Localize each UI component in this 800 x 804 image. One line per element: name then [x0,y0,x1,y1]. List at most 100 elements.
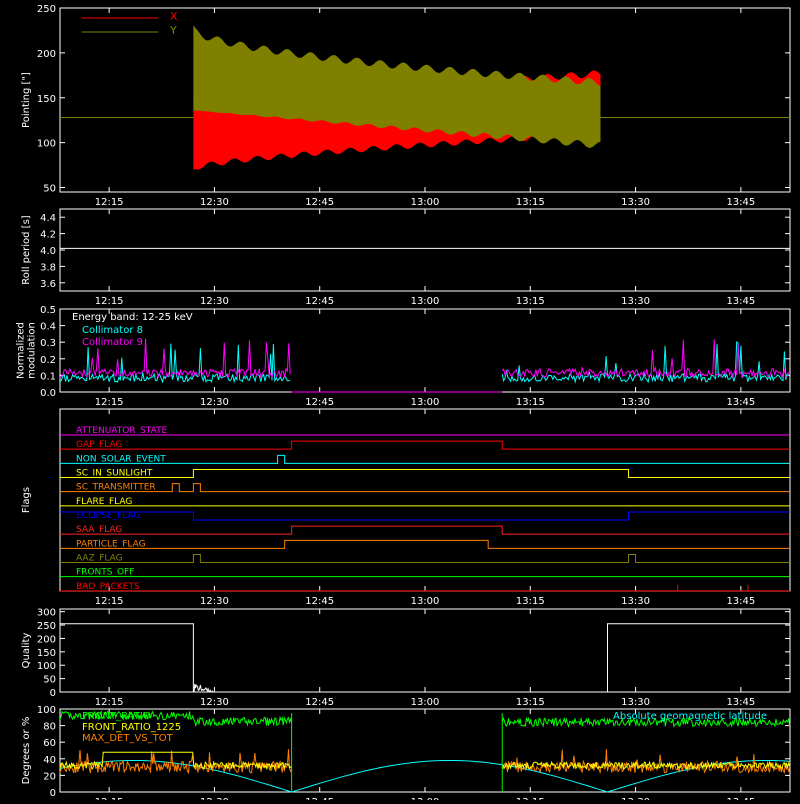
flag-label: PARTICLE_FLAG [76,539,146,549]
quality-xtick-label: 13:00 [411,697,440,708]
flag-label: AAZ_FLAG [76,554,123,564]
ratios-series-FRONT_RATIO_1225 [59,751,791,771]
modulation-xtick-label: 12:30 [200,397,229,408]
flag-label: ECLIPSE_FLAG [76,511,140,521]
ratios-ytick-label: 100 [37,705,56,716]
ratios-legend-label: MAX_DET_VS_TOT [82,733,174,744]
flag-label: SAA_FLAG [76,525,122,535]
pointing-series-Y [193,25,601,148]
roll-xtick-label: 13:45 [726,296,755,307]
quality-xtick-label: 12:30 [200,697,229,708]
pointing-ytick-label: 250 [37,4,56,15]
modulation-ylabel: Normalized [16,322,27,379]
flags-xtick-label: 13:15 [516,596,545,607]
flag-line [60,511,790,521]
ratios-legend-label: FRONT_RATIO [82,711,151,722]
roll-xtick-label: 13:00 [411,296,440,307]
pointing-ytick-label: 50 [43,184,56,195]
modulation-legend-label: Collimator 8 [82,325,143,336]
modulation-ytick-label: 0.4 [40,322,56,333]
modulation-series-collimator9 [59,338,790,393]
quality-ytick-label: 200 [37,634,56,645]
flags-xtick-label: 12:30 [200,596,229,607]
modulation-legend-title: Energy band: 12-25 keV [72,312,193,323]
quality-ytick-label: 50 [43,675,56,686]
ratios-annotation: Absolute geomagnetic latitude [613,711,767,722]
quality-ytick-label: 100 [37,661,56,672]
modulation-xtick-label: 13:00 [411,397,440,408]
flag-line [60,440,790,450]
roll-xtick-label: 13:30 [621,296,650,307]
pointing-legend-label-Y: Y [169,24,177,37]
modulation-ylabel: modulation [27,322,38,379]
ratios-ytick-label: 20 [43,771,56,782]
ratios-ytick-label: 80 [43,722,56,733]
quality-ytick-label: 150 [37,648,56,659]
quality-ytick-label: 250 [37,621,56,632]
quality-ytick-label: 0 [50,688,56,699]
modulation-legend-label: Collimator 9 [82,337,143,348]
flags-xtick-label: 13:45 [726,596,755,607]
pointing-xtick-label: 12:45 [305,197,334,208]
pointing-xtick-label: 13:00 [411,197,440,208]
roll-ytick-label: 4.0 [40,246,56,257]
flags-ylabel: Flags [21,487,32,513]
flag-label: FRONTS_OFF [76,568,134,578]
flag-line [60,539,790,549]
flag-label: ATTENUATOR_STATE [76,426,168,436]
roll-ytick-label: 4.4 [40,213,56,224]
pointing-ylabel: Pointing ["] [21,72,32,128]
flags-xtick-label: 13:00 [411,596,440,607]
roll-xtick-label: 12:45 [305,296,334,307]
modulation-series-collimator8 [59,341,789,393]
pointing-ytick-label: 150 [37,94,56,105]
quality-noise [193,683,214,693]
pointing-xtick-label: 12:15 [95,197,124,208]
flag-label: FLARE_FLAG [76,497,132,507]
roll-ytick-label: 3.8 [40,262,56,273]
modulation-xtick-label: 13:45 [726,397,755,408]
quality-ylabel: Quality [21,633,32,669]
quality-ytick-label: 300 [37,608,56,619]
flag-line [60,554,790,563]
roll-ytick-label: 4.2 [40,230,56,241]
ratios-legend-label: FRONT_RATIO_1225 [82,722,181,733]
modulation-ytick-label: 0.5 [40,305,56,316]
modulation-xtick-label: 13:15 [516,397,545,408]
pointing-legend-label-X: X [170,10,178,23]
quality-frame [59,608,791,693]
modulation-ytick-label: 0.1 [40,371,56,382]
ratios-series-FRONT_RATIO [59,709,791,729]
modulation-xtick-label: 13:30 [621,397,650,408]
roll-xtick-label: 12:15 [95,296,124,307]
quality-xtick-label: 12:45 [305,697,334,708]
modulation-ytick-label: 0.2 [40,355,56,366]
flags-xtick-label: 12:15 [95,596,124,607]
roll-xtick-label: 12:30 [200,296,229,307]
modulation-xtick-label: 12:15 [95,397,124,408]
flag-label: GAP_FLAG [76,440,122,450]
modulation-ytick-label: 0.0 [40,388,56,399]
roll-ylabel: Roll period [s] [21,215,32,284]
flags-xtick-label: 12:45 [305,596,334,607]
roll-frame [59,208,791,292]
ratios-ytick-label: 0 [50,788,56,799]
quality-xtick-label: 12:15 [95,697,124,708]
pointing-ytick-label: 100 [37,139,56,150]
roll-xtick-label: 13:15 [516,296,545,307]
modulation-xtick-label: 12:45 [305,397,334,408]
flags-frame [59,408,791,592]
quality-xtick-label: 13:15 [516,697,545,708]
flags-xtick-label: 13:30 [621,596,650,607]
pointing-xtick-label: 13:30 [621,197,650,208]
quality-xtick-label: 13:30 [621,697,650,708]
quality-line [60,623,790,693]
flag-line [60,525,790,535]
ratios-series-MAX_DET_VS_TOT [59,749,791,775]
roll-ytick-label: 3.6 [40,279,56,290]
ratios-ytick-label: 60 [43,738,56,749]
flag-label: BAD_PACKETS [76,582,140,592]
pointing-xtick-label: 13:15 [516,197,545,208]
